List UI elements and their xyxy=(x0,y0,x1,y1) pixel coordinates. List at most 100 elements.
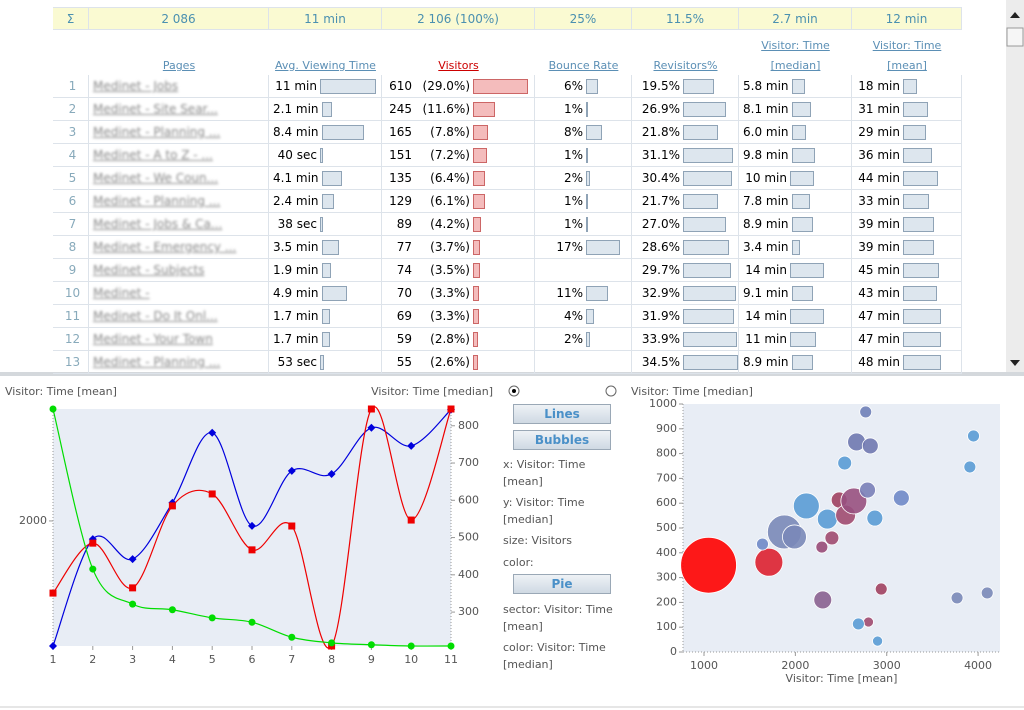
bar xyxy=(320,354,325,370)
marker xyxy=(367,405,375,413)
field-value: Visitor: Time [mean] xyxy=(503,458,586,488)
visitors: 55 xyxy=(396,355,412,369)
cell: 21.8% xyxy=(632,121,739,144)
bar xyxy=(791,147,816,163)
cell: 29.7% xyxy=(632,259,739,282)
marker xyxy=(248,521,256,530)
cell: 45 min xyxy=(852,259,962,282)
share: (2.8%) xyxy=(430,332,470,346)
marker xyxy=(49,589,57,597)
total-cell: 12 min xyxy=(852,7,962,30)
cell: 28.6% xyxy=(632,236,739,259)
value: 9.8 min xyxy=(743,148,789,162)
y-tick-label: 700 xyxy=(656,471,677,484)
bubble xyxy=(680,536,737,594)
value: 34.5% xyxy=(641,355,680,369)
marker xyxy=(447,642,455,650)
x-tick-label: 4 xyxy=(169,653,176,666)
total-cell: 25% xyxy=(535,7,632,30)
cell: 31.9% xyxy=(632,305,739,328)
cell: 43 min xyxy=(852,282,962,305)
page-name: Medinet - Site Sear... xyxy=(93,102,218,116)
bubble xyxy=(824,530,840,546)
bubble xyxy=(892,489,910,507)
row-number: 6 xyxy=(68,194,77,208)
cell: 3.4 min xyxy=(739,236,852,259)
value: 4.1 min xyxy=(273,171,319,185)
column-header: Avg. Viewing Time xyxy=(275,59,376,72)
bubble xyxy=(792,492,820,520)
cell: 1.7 min xyxy=(269,328,382,351)
bar xyxy=(320,78,377,94)
row-number: 9 xyxy=(68,263,77,277)
bar xyxy=(473,124,488,140)
value: 11% xyxy=(556,286,583,300)
bar xyxy=(903,308,941,324)
cell: Medinet - Site Sear... xyxy=(89,98,269,121)
bar xyxy=(321,331,331,347)
value: 8% xyxy=(563,125,583,139)
page-name: Medinet - Planning ... xyxy=(93,194,221,208)
y-tick-label: 400 xyxy=(656,546,677,559)
scrollbar[interactable] xyxy=(1006,0,1024,372)
button[interactable]: Pie xyxy=(513,574,611,594)
marker xyxy=(327,470,336,479)
bar xyxy=(473,170,486,186)
y-tick-label: 2000 xyxy=(19,514,47,527)
bar xyxy=(791,124,806,140)
y-axis-title: Visitor: Time [mean] xyxy=(5,385,117,398)
value: 36 min xyxy=(858,148,900,162)
row-number: 5 xyxy=(68,171,77,185)
value: 1.7 min xyxy=(273,309,319,323)
bubble xyxy=(816,508,838,530)
marker xyxy=(129,584,137,592)
total-cell: 2.7 min xyxy=(739,7,852,30)
marker xyxy=(208,614,216,622)
marker xyxy=(407,516,415,524)
cell: 21.7% xyxy=(632,190,739,213)
value: 9.1 min xyxy=(743,286,789,300)
bar xyxy=(473,101,496,117)
cell: 11% xyxy=(535,282,632,305)
button[interactable]: Lines xyxy=(513,404,611,424)
value: 11 min xyxy=(745,332,787,346)
x-tick-label: 7 xyxy=(288,653,295,666)
radio[interactable] xyxy=(605,385,617,397)
field-key: color: xyxy=(503,556,534,569)
value: 44 min xyxy=(858,171,900,185)
bar xyxy=(473,78,528,94)
bar xyxy=(683,170,732,186)
visitors: 135 xyxy=(389,171,412,185)
y-tick-label: 1000 xyxy=(649,397,677,410)
cell: 151 (7.2%) xyxy=(382,144,535,167)
bar xyxy=(903,193,930,209)
marker xyxy=(168,502,176,510)
button[interactable]: Bubbles xyxy=(513,430,611,450)
bar xyxy=(683,262,731,278)
value: 47 min xyxy=(858,332,900,346)
cell: 11 min xyxy=(269,75,382,98)
y-tick-label: 500 xyxy=(656,521,677,534)
value: 43 min xyxy=(858,286,900,300)
field-key: size: xyxy=(503,534,529,547)
value: 33.9% xyxy=(641,332,680,346)
x-tick-label: 8 xyxy=(328,653,335,666)
share: (6.4%) xyxy=(430,171,470,185)
cell: 48 min xyxy=(852,351,962,374)
page-name: Medinet - Emergency ... xyxy=(93,240,237,254)
x-tick-label: 11 xyxy=(444,653,458,666)
value: 8.4 min xyxy=(273,125,319,139)
cell: 10 min xyxy=(739,167,852,190)
share: (3.7%) xyxy=(430,240,470,254)
bar xyxy=(473,308,480,324)
bar xyxy=(473,239,480,255)
scroll-thumb[interactable] xyxy=(1006,27,1024,47)
bubble xyxy=(866,509,884,527)
y2-axis-title: Visitor: Time [median] xyxy=(371,385,493,398)
bubble xyxy=(874,582,888,596)
bar xyxy=(586,170,590,186)
cell: Medinet - xyxy=(89,282,269,305)
row-number: 2 xyxy=(68,102,77,116)
bar xyxy=(321,193,334,209)
value: 21.8% xyxy=(641,125,680,139)
